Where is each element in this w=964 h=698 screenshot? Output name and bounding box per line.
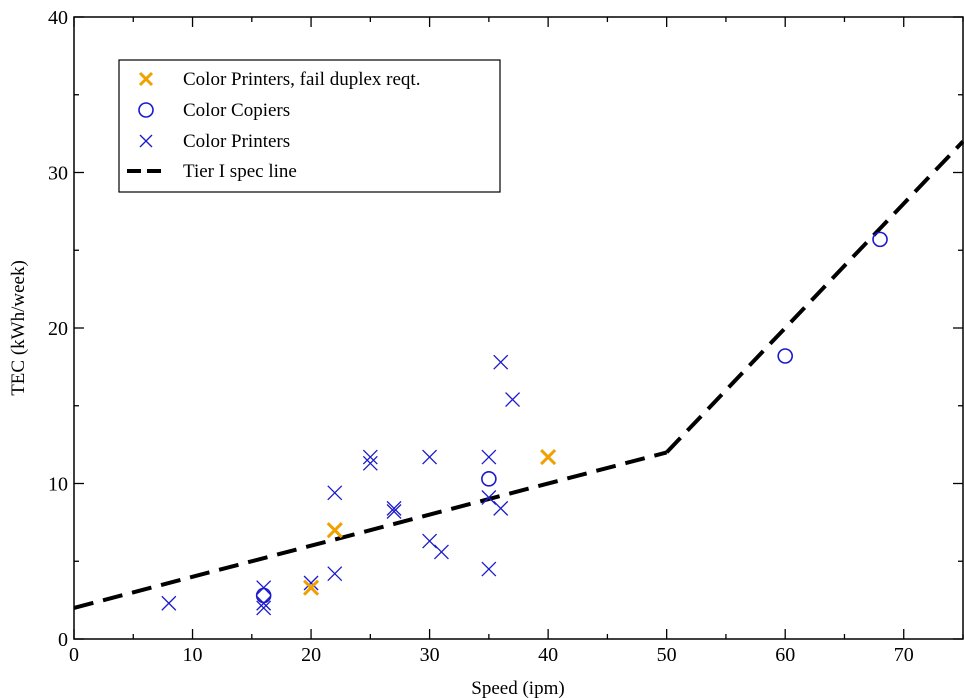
point-color-printer xyxy=(386,504,402,519)
point-color-printer xyxy=(422,449,438,465)
point-color-printer xyxy=(422,533,438,549)
spec-line-segment xyxy=(665,140,964,454)
point-color-printer xyxy=(362,449,378,465)
point-color-printer xyxy=(256,600,272,616)
point-color-copier xyxy=(481,471,497,487)
legend-symbol-color-copiers xyxy=(138,102,154,118)
spec-line-segment xyxy=(73,450,668,610)
data-points-layer xyxy=(161,231,888,616)
legend-box xyxy=(118,59,501,193)
x-tick-label: 10 xyxy=(183,644,203,666)
y-axis-title: TEC (kWh/week) xyxy=(8,260,29,396)
legend-symbol-fail-duplex xyxy=(138,71,154,87)
y-tick-label: 0 xyxy=(58,629,68,651)
point-color-printer xyxy=(303,575,319,591)
axis-ticks: 0 10 20 30 40 50 60 70 0 10 20 30 40 xyxy=(48,7,964,666)
point-color-printer xyxy=(327,485,343,501)
x-tick-label: 40 xyxy=(538,644,558,666)
point-color-printer xyxy=(327,566,343,582)
legend-label-spec-line: Tier I spec line xyxy=(183,161,297,182)
point-fail-duplex xyxy=(540,449,557,466)
point-color-printer xyxy=(481,449,497,465)
point-color-copier xyxy=(872,231,888,248)
point-color-printer xyxy=(433,544,449,560)
x-tick-label: 50 xyxy=(657,644,677,666)
point-color-printer xyxy=(481,490,497,505)
x-axis-title: Speed (ipm) xyxy=(471,678,564,698)
y-tick-label: 30 xyxy=(48,163,68,185)
y-tick-label: 10 xyxy=(48,474,68,496)
x-tick-label: 70 xyxy=(894,644,914,666)
x-tick-label: 0 xyxy=(69,644,79,666)
point-color-copier xyxy=(777,348,794,364)
x-tick-label: 30 xyxy=(420,644,440,666)
point-fail-duplex xyxy=(303,579,320,596)
legend-label-fail-duplex: Color Printers, fail duplex reqt. xyxy=(183,69,420,90)
x-tick-label: 20 xyxy=(301,644,321,666)
spec-line-layer xyxy=(73,140,964,610)
point-color-printer xyxy=(493,354,509,370)
point-color-printer xyxy=(386,500,402,516)
point-color-printer xyxy=(362,455,378,471)
point-fail-duplex xyxy=(326,522,343,539)
point-color-printer xyxy=(161,595,177,611)
y-tick-label: 20 xyxy=(48,318,68,340)
legend-symbol-color-printers xyxy=(139,134,153,148)
x-tick-label: 60 xyxy=(775,644,795,666)
point-color-printer xyxy=(493,500,509,516)
legend-label-color-copiers: Color Copiers xyxy=(183,100,290,121)
legend: Color Printers, fail duplex reqt. Color … xyxy=(118,59,501,193)
point-color-copier xyxy=(255,587,272,604)
legend-symbols xyxy=(127,71,166,173)
point-color-printer xyxy=(481,561,497,577)
point-color-printer xyxy=(505,392,521,407)
y-tick-label: 40 xyxy=(48,7,68,29)
legend-label-color-printers: Color Printers xyxy=(183,131,290,152)
